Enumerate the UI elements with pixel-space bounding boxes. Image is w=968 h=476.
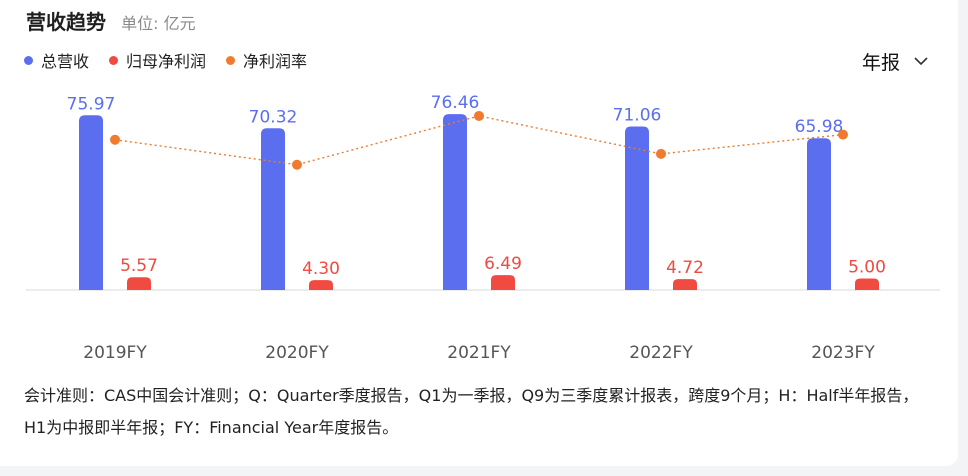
legend-label-revenue: 总营收 — [41, 52, 90, 71]
period-selector-label: 年报 — [861, 52, 900, 74]
x-tick-label: 2022FY — [629, 343, 693, 363]
net-profit-value-label: 4.30 — [302, 259, 340, 279]
legend-dot-net-profit — [109, 55, 119, 65]
revenue-value-label: 70.32 — [249, 107, 298, 127]
revenue-value-label: 71.06 — [613, 106, 662, 126]
x-tick-label: 2019FY — [83, 343, 147, 363]
chart-title: 营收趋势 — [26, 10, 106, 34]
accounting-note: 会计准则：CAS中国会计准则；Q：Quarter季度报告，Q1为一季报，Q9为三… — [24, 386, 919, 437]
revenue-bar — [807, 138, 831, 290]
revenue-trend-card: 营收趋势 单位: 亿元 总营收 归母净利润 净利润率 年报 75.97 5.57 2… — [0, 0, 958, 466]
revenue-bar — [443, 114, 467, 290]
period-selector[interactable]: 年报 — [862, 48, 928, 75]
net-margin-point — [838, 129, 848, 140]
net-profit-bar — [309, 280, 333, 290]
net-profit-bar — [127, 277, 151, 290]
legend-item-revenue[interactable]: 总营收 — [24, 48, 89, 72]
legend-dot-revenue — [24, 55, 33, 65]
net-profit-bar — [855, 278, 879, 290]
legend-item-margin[interactable]: 净利润率 — [226, 48, 307, 72]
net-margin-point — [292, 159, 302, 170]
net-margin-point — [656, 148, 666, 159]
net-profit-value-label: 4.72 — [666, 258, 704, 278]
net-profit-bar — [491, 275, 515, 290]
chevron-down-icon — [914, 57, 928, 66]
revenue-value-label: 65.98 — [795, 117, 844, 137]
legend-dot-margin — [226, 55, 236, 65]
net-profit-bar — [673, 279, 697, 290]
net-profit-value-label: 5.57 — [120, 256, 158, 276]
net-margin-point — [474, 110, 484, 121]
chart-legend: 总营收 归母净利润 净利润率 — [24, 48, 307, 72]
revenue-value-label: 75.97 — [67, 94, 116, 114]
legend-item-net-profit[interactable]: 归母净利润 — [109, 48, 206, 72]
legend-label-margin: 净利润率 — [243, 52, 308, 71]
card-header: 营收趋势 单位: 亿元 — [26, 6, 196, 35]
net-profit-value-label: 6.49 — [484, 254, 522, 274]
net-profit-value-label: 5.00 — [848, 258, 886, 278]
revenue-bar — [625, 126, 649, 290]
chart-area: 75.97 5.57 2019FY 70.32 4.30 2020FY 76.46 6.49 2… — [26, 93, 940, 363]
legend-label-net-profit: 归母净利润 — [126, 52, 207, 71]
x-tick-label: 2023FY — [811, 343, 875, 363]
x-tick-label: 2021FY — [447, 343, 511, 363]
unit-label: 单位: 亿元 — [121, 14, 196, 33]
revenue-bar — [261, 128, 285, 290]
revenue-value-label: 76.46 — [431, 93, 480, 113]
revenue-bar — [79, 115, 103, 290]
net-margin-point — [110, 134, 120, 145]
net-margin-line — [114, 115, 844, 166]
x-tick-label: 2020FY — [265, 343, 329, 363]
